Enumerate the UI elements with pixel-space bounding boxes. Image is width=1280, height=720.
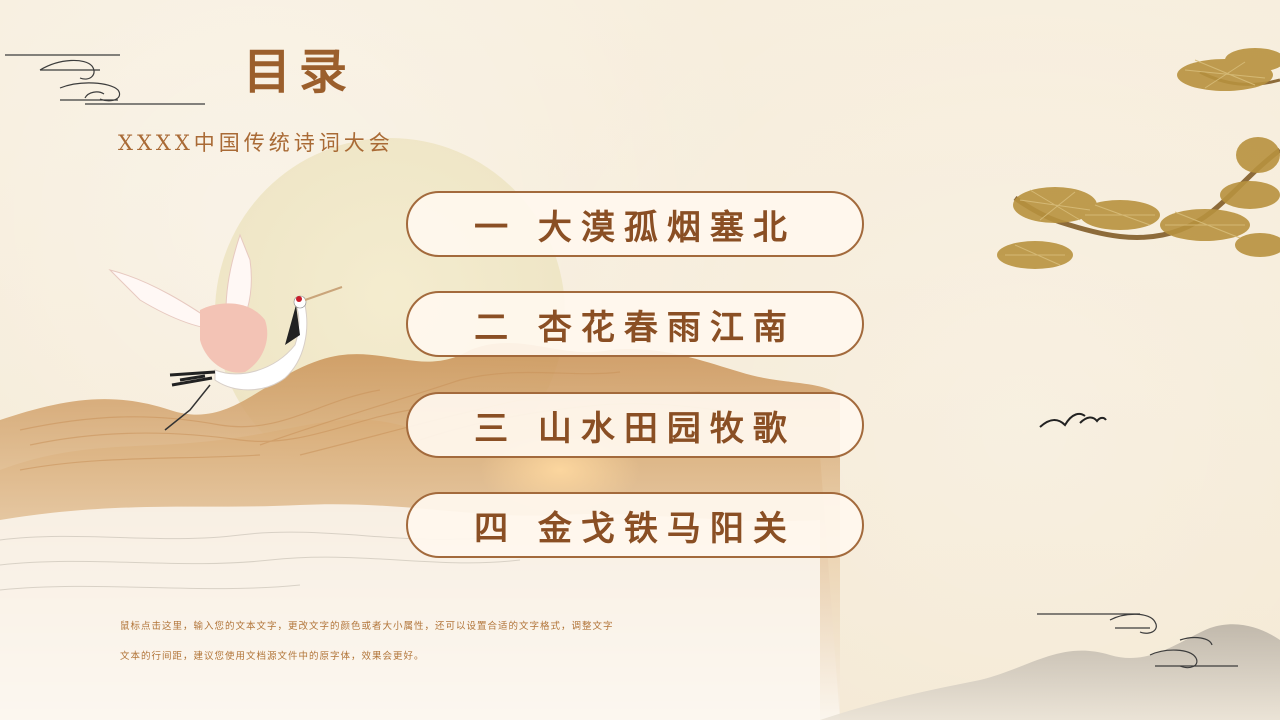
pine-branch-illustration xyxy=(997,48,1280,269)
menu-item-3[interactable]: 三 山水田园牧歌 xyxy=(406,392,864,458)
menu-item-4[interactable]: 四 金戈铁马阳关 xyxy=(406,492,864,558)
instruction-text-line-1[interactable]: 鼠标点击这里，输入您的文本文字，更改文字的颜色或者大小属性，还可以设置合适的文字… xyxy=(120,621,614,632)
gray-hill-illustration xyxy=(820,624,1280,720)
menu-item-label: 二 杏花春雨江南 xyxy=(474,307,796,348)
cloud-swirl-icon xyxy=(5,54,205,105)
page-subtitle: XXXX中国传统诗词大会 xyxy=(118,131,394,155)
menu-item-label: 四 金戈铁马阳关 xyxy=(474,508,796,549)
birds-icon xyxy=(1039,412,1107,428)
instruction-text-line-2[interactable]: 文本的行间距，建议您使用文档源文件中的原字体，效果会更好。 xyxy=(120,651,425,662)
menu-item-1[interactable]: 一 大漠孤烟塞北 xyxy=(406,191,864,257)
page-title: 目录 xyxy=(243,44,356,100)
cloud-swirl-icon xyxy=(1037,613,1238,669)
menu-item-2[interactable]: 二 杏花春雨江南 xyxy=(406,291,864,357)
crane-illustration xyxy=(108,233,343,431)
menu-item-label: 三 山水田园牧歌 xyxy=(474,408,796,449)
menu-item-label: 一 大漠孤烟塞北 xyxy=(474,207,796,248)
